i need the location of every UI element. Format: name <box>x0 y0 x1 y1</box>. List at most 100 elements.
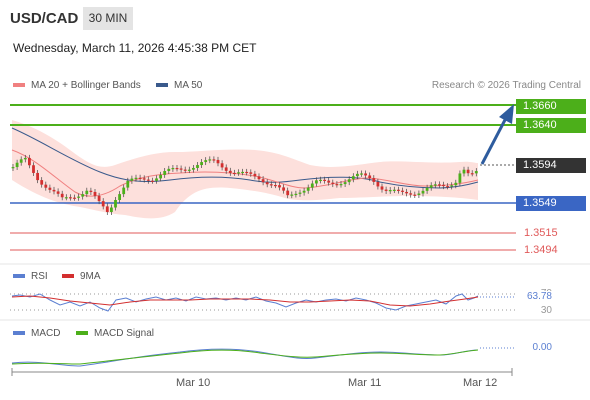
ma20-swatch <box>13 83 25 88</box>
candle-body <box>224 167 228 171</box>
candle-body <box>130 178 134 181</box>
legend-macd: MACD <box>13 328 60 339</box>
candle-body <box>220 163 224 168</box>
candle-body <box>388 190 392 192</box>
candle-body <box>85 190 89 195</box>
candle-body <box>114 200 117 208</box>
rsi-ma-line <box>11 295 479 307</box>
candle-body <box>40 180 44 185</box>
candle-body <box>23 157 27 160</box>
candle-body <box>315 180 318 184</box>
candle-body <box>450 185 454 187</box>
candle-body <box>73 197 76 199</box>
candle-body <box>159 174 162 179</box>
candle-body <box>446 186 449 188</box>
candle-body <box>134 177 138 179</box>
candle-body <box>56 191 60 194</box>
candle-body <box>179 168 183 170</box>
macd-signal-line <box>11 349 479 365</box>
candle-body <box>208 159 212 161</box>
candle-body <box>360 173 363 175</box>
candle-body <box>253 173 257 177</box>
candle-body <box>69 197 72 199</box>
candle-body <box>433 184 437 186</box>
candle-body <box>32 165 35 173</box>
candle-body <box>261 179 265 183</box>
candle-body <box>233 172 236 175</box>
candle-body <box>146 179 150 181</box>
candle-body <box>376 181 380 187</box>
candle-body <box>138 177 142 179</box>
candle-body <box>60 193 64 198</box>
candle-body <box>417 193 421 196</box>
bollinger-band <box>12 120 478 219</box>
candle-body <box>425 187 429 191</box>
candle-body <box>442 184 445 187</box>
candle-body <box>171 168 175 170</box>
candle-body <box>28 157 31 166</box>
candle-body <box>306 187 310 191</box>
candle-body <box>216 159 220 164</box>
candle-body <box>438 184 441 186</box>
candle-body <box>351 176 355 180</box>
candle-body <box>294 193 298 196</box>
candle-body <box>397 189 400 191</box>
candle-body <box>212 159 216 161</box>
macd-value: 0.00 <box>532 342 552 353</box>
candle-body <box>122 187 126 195</box>
resistance-2-tag: 1.3660 <box>516 99 586 114</box>
support-1-label: 1.3515 <box>524 227 558 239</box>
candle-body <box>409 193 413 195</box>
candle-body <box>372 178 376 182</box>
candle-body <box>458 173 462 183</box>
candle-body <box>274 184 277 187</box>
rsi-label: RSI <box>31 271 48 282</box>
candle-body <box>196 165 199 168</box>
candle-body <box>347 179 351 183</box>
candle-body <box>356 173 359 177</box>
candle-body <box>474 171 478 174</box>
research-credit: Research © 2026 Trading Central <box>431 80 581 91</box>
candle-body <box>298 192 302 194</box>
candle-body <box>454 182 458 186</box>
candle-body <box>265 182 269 185</box>
macd-signal-swatch <box>76 331 88 336</box>
candle-body <box>290 194 294 196</box>
macd-label: MACD <box>31 328 61 339</box>
candle-body <box>470 173 474 175</box>
candle-body <box>155 178 158 181</box>
resistance-1-tag: 1.3640 <box>516 118 586 133</box>
symbol-title: USD/CAD <box>10 10 79 27</box>
candle-body <box>97 195 101 202</box>
candle-body <box>278 185 281 188</box>
candle-body <box>257 176 261 180</box>
macd-signal-label: MACD Signal <box>94 328 155 339</box>
candle-body <box>310 183 314 188</box>
candle-body <box>151 180 154 182</box>
candle-body <box>380 186 384 190</box>
x-label-mar11: Mar 11 <box>348 377 382 389</box>
rsi-ma-swatch <box>62 274 74 279</box>
candle-body <box>187 169 191 171</box>
candle-body <box>81 194 85 197</box>
candle-body <box>339 184 343 186</box>
timeframe-button[interactable]: 30 MIN <box>83 7 133 30</box>
candle-body <box>384 189 388 191</box>
candle-body <box>327 180 331 183</box>
candles <box>11 154 478 215</box>
candle-body <box>466 169 470 174</box>
candle-body <box>19 159 23 163</box>
forecast-arrow <box>480 104 514 165</box>
candle-body <box>52 189 56 192</box>
candle-body <box>323 179 326 182</box>
ma20-label: MA 20 + Bollinger Bands <box>31 80 141 91</box>
candle-body <box>101 201 105 207</box>
candle-body <box>89 190 93 192</box>
rsi-swatch <box>13 274 25 279</box>
candle-body <box>421 190 425 194</box>
legend-ma20: MA 20 + Bollinger Bands <box>13 80 141 91</box>
candle-body <box>110 207 113 212</box>
candle-body <box>237 172 240 174</box>
candle-body <box>364 173 367 176</box>
